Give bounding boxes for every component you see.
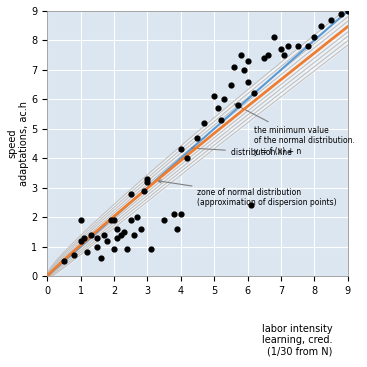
- Point: [131, 232, 137, 238]
- Point: [111, 217, 117, 223]
- Point: [78, 217, 84, 223]
- Point: [241, 67, 247, 73]
- Text: the minimum value
of the normal distribution.
y = f (x) + n: the minimum value of the normal distribu…: [235, 104, 355, 156]
- Point: [98, 255, 103, 261]
- Point: [128, 217, 134, 223]
- Point: [148, 247, 154, 252]
- Point: [88, 232, 94, 238]
- Point: [261, 55, 267, 61]
- Point: [185, 155, 190, 161]
- Point: [295, 43, 301, 49]
- Point: [145, 179, 150, 185]
- Point: [328, 17, 334, 23]
- Point: [245, 58, 251, 64]
- Point: [231, 64, 237, 70]
- Point: [238, 52, 244, 58]
- Point: [105, 238, 110, 244]
- Point: [248, 202, 254, 208]
- Point: [251, 91, 257, 97]
- Text: zone of normal distribution
(approximation of dispersion points): zone of normal distribution (approximati…: [158, 180, 337, 207]
- Point: [278, 46, 284, 52]
- Point: [134, 214, 140, 220]
- Point: [84, 250, 90, 255]
- X-axis label: labor intensity
learning, cred.
(1/30 from N): labor intensity learning, cred. (1/30 fr…: [262, 324, 333, 357]
- Point: [221, 97, 227, 102]
- Point: [345, 8, 350, 14]
- Point: [271, 34, 277, 40]
- Point: [175, 226, 181, 232]
- Point: [94, 235, 100, 241]
- Point: [318, 23, 324, 29]
- Point: [178, 211, 184, 217]
- Point: [211, 94, 217, 99]
- Point: [61, 258, 67, 264]
- Point: [218, 117, 224, 123]
- Point: [281, 52, 287, 58]
- Point: [128, 190, 134, 196]
- Point: [108, 217, 114, 223]
- Point: [115, 235, 120, 241]
- Point: [305, 43, 310, 49]
- Point: [195, 135, 200, 141]
- Point: [124, 247, 130, 252]
- Point: [228, 81, 234, 87]
- Point: [265, 52, 270, 58]
- Point: [285, 43, 291, 49]
- Point: [311, 34, 317, 40]
- Y-axis label: speed
adaptations, ac.h: speed adaptations, ac.h: [7, 101, 29, 186]
- Point: [201, 120, 207, 126]
- Text: distribution line: distribution line: [192, 147, 292, 157]
- Point: [78, 238, 84, 244]
- Point: [115, 226, 120, 232]
- Point: [111, 247, 117, 252]
- Point: [338, 11, 344, 17]
- Point: [245, 79, 251, 84]
- Point: [145, 176, 150, 182]
- Point: [161, 217, 167, 223]
- Point: [141, 188, 147, 193]
- Point: [81, 235, 87, 241]
- Point: [235, 102, 240, 108]
- Point: [171, 211, 177, 217]
- Point: [215, 105, 221, 111]
- Point: [94, 244, 100, 250]
- Point: [178, 146, 184, 152]
- Point: [71, 252, 77, 258]
- Point: [101, 232, 107, 238]
- Point: [118, 232, 124, 238]
- Point: [138, 226, 143, 232]
- Point: [121, 229, 127, 235]
